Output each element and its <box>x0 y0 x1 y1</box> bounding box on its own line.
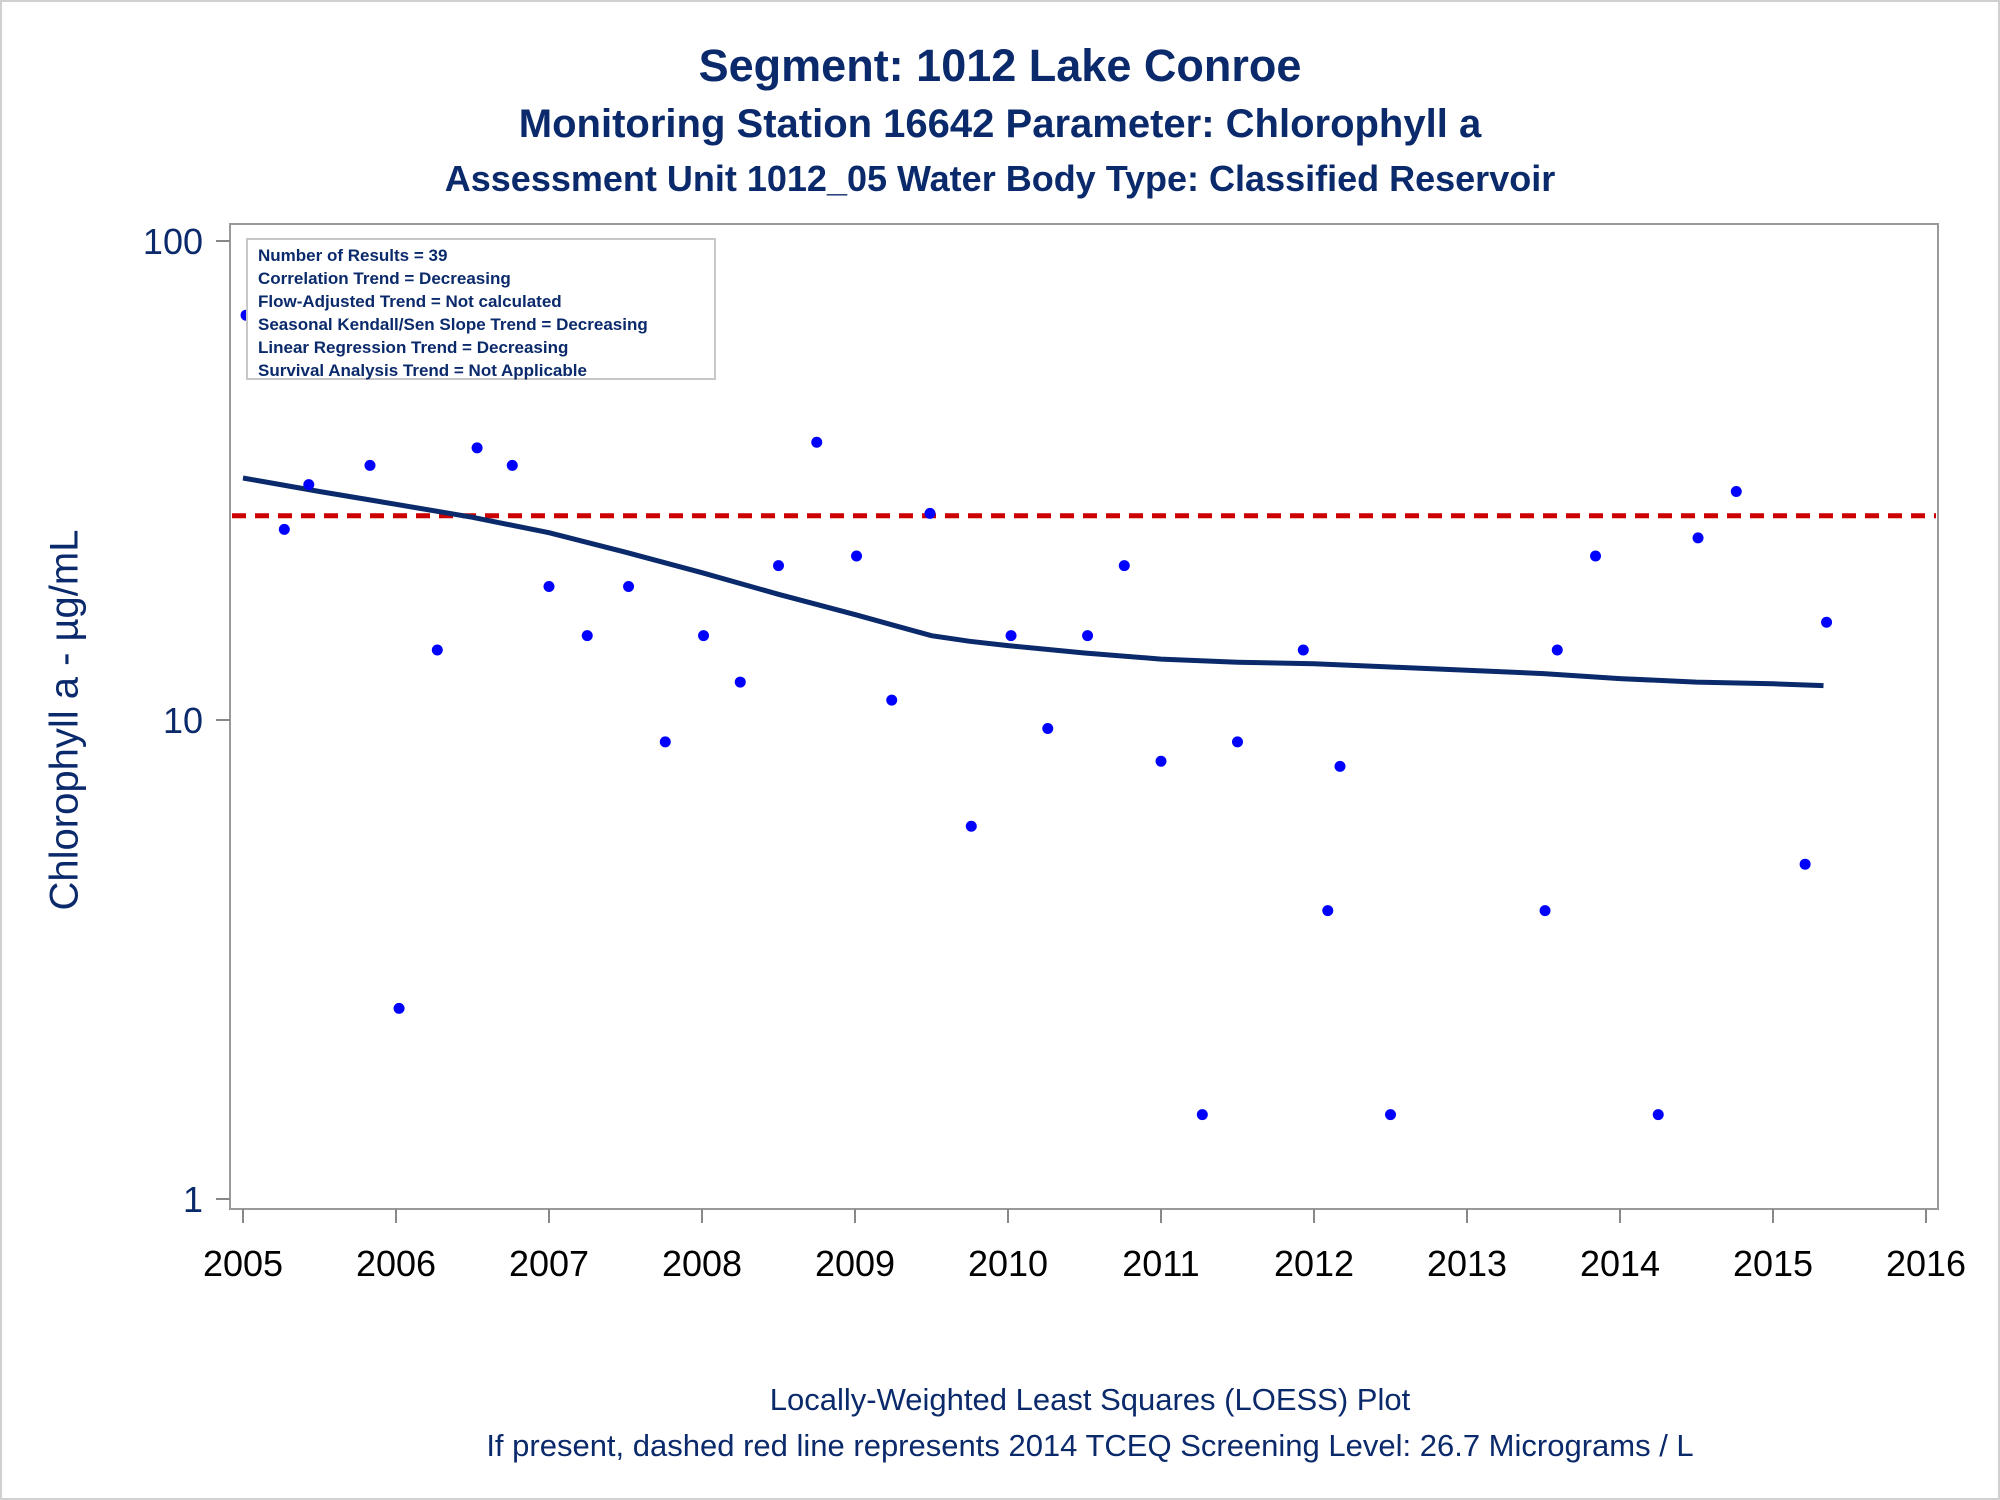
data-point <box>1590 550 1602 562</box>
data-point <box>1652 1109 1664 1121</box>
data-point <box>1334 760 1346 772</box>
data-point <box>1539 905 1551 917</box>
summary-line-linear-regression: Linear Regression Trend = Decreasing <box>258 338 569 357</box>
data-point <box>1082 630 1094 642</box>
data-point <box>659 736 671 748</box>
data-point <box>1821 616 1833 628</box>
data-point <box>1118 560 1130 572</box>
chart-subtitle-assessment: Assessment Unit 1012_05 Water Body Type:… <box>444 158 1556 199</box>
data-point <box>506 459 518 471</box>
y-tick-label: 100 <box>143 221 203 262</box>
x-tick-label: 2008 <box>662 1243 742 1284</box>
data-point <box>851 550 863 562</box>
data-point <box>1322 905 1334 917</box>
x-tick-label: 2010 <box>968 1243 1048 1284</box>
data-point <box>773 560 784 572</box>
x-tick-label: 2016 <box>1886 1243 1966 1284</box>
data-point <box>1551 644 1563 656</box>
data-point <box>581 630 593 642</box>
data-point <box>811 436 823 448</box>
data-point <box>303 479 315 491</box>
data-point <box>1297 644 1309 656</box>
x-tick-label: 2007 <box>509 1243 589 1284</box>
data-point <box>393 1002 405 1014</box>
data-point <box>1042 722 1054 734</box>
data-point <box>1196 1109 1208 1121</box>
data-point <box>1155 755 1167 767</box>
data-point <box>886 694 898 706</box>
x-tick-label: 2014 <box>1580 1243 1660 1284</box>
data-point <box>543 580 555 592</box>
data-point <box>1232 736 1243 748</box>
x-tick-label: 2006 <box>356 1243 436 1284</box>
data-points <box>240 309 1833 1121</box>
plot-area-border <box>229 223 1939 1210</box>
footnote-loess: Locally-Weighted Least Squares (LOESS) P… <box>769 1382 1411 1417</box>
x-tick-label: 2015 <box>1733 1243 1813 1284</box>
data-point <box>1799 858 1811 870</box>
data-point <box>364 459 376 471</box>
data-point <box>924 507 936 519</box>
data-point <box>623 580 635 592</box>
x-axis: 2005 2006 2007 2008 2009 2010 2011 2012 2013 2014… <box>203 1209 1966 1284</box>
data-point <box>734 676 746 688</box>
data-point <box>278 523 290 535</box>
data-point <box>1385 1109 1396 1121</box>
data-point <box>1005 630 1017 642</box>
y-tick-label: 1 <box>183 1179 203 1220</box>
footnote-screening: If present, dashed red line represents 2… <box>486 1428 1694 1463</box>
summary-line-survival: Survival Analysis Trend = Not Applicable <box>258 361 587 380</box>
x-tick-label: 2012 <box>1274 1243 1354 1284</box>
data-point <box>1692 532 1704 544</box>
x-tick-label: 2011 <box>1122 1243 1199 1284</box>
data-point <box>1730 485 1742 497</box>
summary-line-flow-adjusted: Flow-Adjusted Trend = Not calculated <box>258 292 562 311</box>
data-point <box>471 442 483 454</box>
loess-curve <box>242 475 1824 689</box>
summary-line-correlation: Correlation Trend = Decreasing <box>258 269 511 288</box>
data-point <box>965 820 977 832</box>
x-tick-label: 2005 <box>203 1243 283 1284</box>
summary-line-results: Number of Results = 39 <box>258 246 448 265</box>
summary-line-seasonal-kendall: Seasonal Kendall/Sen Slope Trend = Decre… <box>258 315 648 334</box>
y-tick-label: 10 <box>163 700 203 741</box>
x-tick-label: 2009 <box>815 1243 895 1284</box>
trend-summary-box: Number of Results = 39 Correlation Trend… <box>246 238 716 380</box>
data-point <box>431 644 443 656</box>
chart-subtitle-station: Monitoring Station 16642 Parameter: Chlo… <box>518 102 1482 146</box>
y-axis: 1 10 100 <box>143 221 230 1220</box>
data-point <box>698 630 710 642</box>
x-tick-label: 2013 <box>1427 1243 1507 1284</box>
chart-title: Segment: 1012 Lake Conroe <box>698 40 1302 91</box>
